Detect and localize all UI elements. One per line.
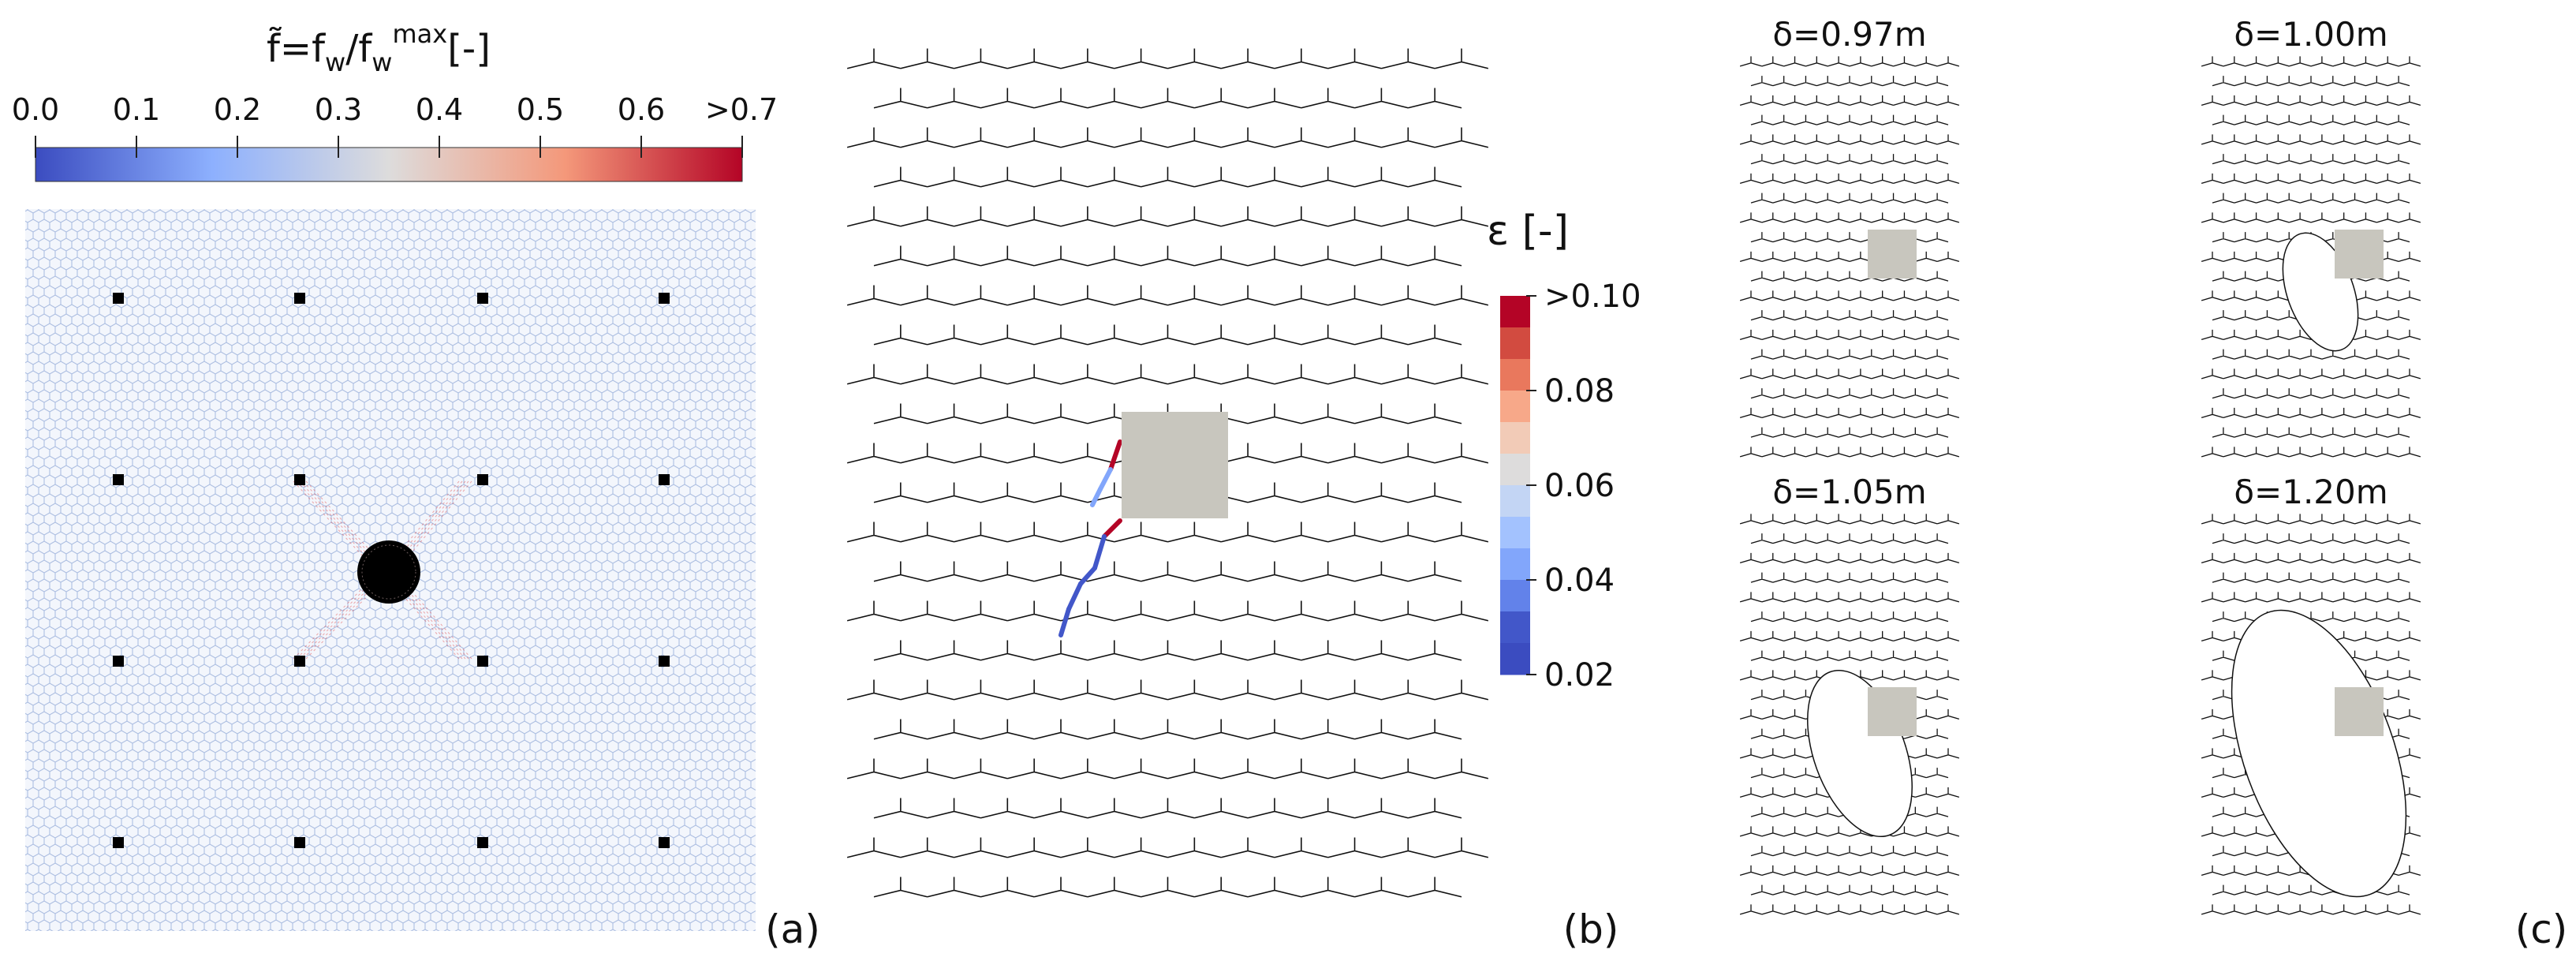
stress-concentration-lines xyxy=(293,480,472,660)
stress-line xyxy=(405,587,469,660)
stress-line xyxy=(299,480,370,557)
stress-line xyxy=(296,480,367,557)
colorbar-b-tick-label: 0.08 xyxy=(1544,373,1615,409)
anchor-support xyxy=(113,656,124,667)
net-opening xyxy=(2231,609,2407,898)
snapshot-label: δ=1.05m xyxy=(1772,473,1926,511)
anchor-support xyxy=(659,293,670,304)
panel-c-label: (c) xyxy=(2515,907,2568,952)
anchor-support xyxy=(294,656,305,667)
anchor-support xyxy=(294,293,305,304)
rock-mesh-overlay xyxy=(361,544,416,600)
snapshot-2: δ=1.00m xyxy=(2201,15,2421,458)
anchor-support xyxy=(659,474,670,485)
colorbar-b-band xyxy=(1500,485,1530,518)
strained-wire-segment xyxy=(1102,518,1122,539)
deformation-snapshots: δ=0.97m δ=1.00m δ=1.05m δ=1.20m xyxy=(1739,15,2421,915)
snapshot-1: δ=0.97m xyxy=(1739,15,1960,458)
anchor-support xyxy=(113,474,124,485)
colorbar-b-tick-label: 0.06 xyxy=(1544,468,1615,504)
anchor-support xyxy=(294,837,305,848)
colorbar-b-band xyxy=(1500,643,1530,675)
anchor-support xyxy=(659,656,670,667)
strained-wire-segment xyxy=(1108,439,1122,472)
stress-line xyxy=(302,480,373,557)
snapshot-label: δ=1.20m xyxy=(2234,473,2387,511)
anchor-support xyxy=(659,837,670,848)
stress-line xyxy=(293,480,364,557)
colorbar-a-tick-label: 0.5 xyxy=(517,92,564,127)
panel-a: f̃=fw/fwmax[-] 0.0 0.1 0.2 0.3 0.4 0.5 0.6 >0.7… xyxy=(12,19,820,952)
colorbar-b-title: ε [-] xyxy=(1487,207,1569,255)
anchor-support xyxy=(113,293,124,304)
impact-block xyxy=(1868,230,1917,279)
snapshot-4: δ=1.20m xyxy=(2201,473,2421,915)
stress-line xyxy=(401,587,466,660)
colorbar-a-tick-label: 0.4 xyxy=(416,92,463,127)
snapshot-3: δ=1.05m xyxy=(1739,473,1960,915)
colorbar-b xyxy=(1500,296,1530,675)
colorbar-a-tick-label: 0.0 xyxy=(12,92,59,127)
anchor-supports xyxy=(113,293,670,848)
colorbar-b-band xyxy=(1500,422,1530,454)
impact-block xyxy=(1122,412,1228,518)
colorbar-b-band xyxy=(1500,359,1530,391)
colorbar-a-tick-label: 0.1 xyxy=(113,92,160,127)
net-opening xyxy=(1807,669,1913,838)
snapshot-label: δ=1.00m xyxy=(2234,15,2387,54)
stress-line xyxy=(398,587,463,660)
strained-wire-segment xyxy=(1058,607,1071,637)
colorbar-b-tick-label: 0.04 xyxy=(1544,563,1615,599)
colorbar-a xyxy=(35,147,743,182)
snapshot-mesh xyxy=(1739,56,1960,458)
colorbar-b-band xyxy=(1500,611,1530,644)
colorbar-b-band xyxy=(1500,296,1530,328)
panel-b-label: (b) xyxy=(1563,907,1619,952)
colorbar-b-band xyxy=(1500,327,1530,360)
stress-line xyxy=(395,587,460,660)
net-mesh-zoom-grid xyxy=(846,48,1489,898)
colorbar-b-band xyxy=(1500,517,1530,549)
colorbar-b-tick-label: 0.02 xyxy=(1544,657,1615,693)
impacting-rock xyxy=(357,540,420,604)
colorbar-b-band xyxy=(1500,580,1530,612)
rock xyxy=(357,540,420,604)
colorbar-b-tick-labels: >0.10 0.08 0.06 0.04 0.02 xyxy=(1526,279,1641,693)
net-mesh-zoom xyxy=(846,48,1489,898)
strained-wire-segment xyxy=(1090,487,1103,507)
anchor-support xyxy=(294,474,305,485)
panel-a-label: (a) xyxy=(765,907,820,952)
stress-line xyxy=(408,587,472,660)
anchor-support xyxy=(113,837,124,848)
panel-c: δ=0.97m δ=1.00m δ=1.05m δ=1.20m (c) xyxy=(1739,15,2568,952)
colorbar-a-tick-marks xyxy=(35,136,743,158)
impact-block xyxy=(2335,230,2384,279)
strained-wires xyxy=(1058,439,1122,637)
impact-block xyxy=(1868,687,1917,736)
stress-line xyxy=(305,480,376,557)
strained-wire-segment xyxy=(1078,566,1097,586)
colorbar-a-title: f̃=fw/fwmax[-] xyxy=(267,19,491,77)
colorbar-b-band xyxy=(1500,454,1530,486)
strained-wire-segment xyxy=(1098,467,1113,492)
anchor-support xyxy=(477,656,488,667)
anchor-support xyxy=(477,837,488,848)
colorbar-b-band xyxy=(1500,548,1530,581)
impact-block xyxy=(2335,687,2384,736)
colorbar-a-tick-label: 0.2 xyxy=(214,92,261,127)
colorbar-a-tick-label: 0.6 xyxy=(618,92,665,127)
colorbar-a-tick-label: >0.7 xyxy=(705,92,778,127)
strained-wire-segment xyxy=(1066,581,1083,611)
snapshot-label: δ=0.97m xyxy=(1772,15,1926,54)
anchor-support xyxy=(477,474,488,485)
colorbar-b-tick-label: >0.10 xyxy=(1544,279,1641,315)
colorbar-a-tick-label: 0.3 xyxy=(315,92,362,127)
colorbar-b-band xyxy=(1500,391,1530,423)
anchor-support xyxy=(477,293,488,304)
panel-b: ε [-] >0.10 0.08 0.06 0.04 0.02 (b) xyxy=(846,48,1641,952)
colorbar-a-tick-labels: 0.0 0.1 0.2 0.3 0.4 0.5 0.6 >0.7 xyxy=(12,92,778,127)
strained-wire-segment xyxy=(1092,534,1107,570)
